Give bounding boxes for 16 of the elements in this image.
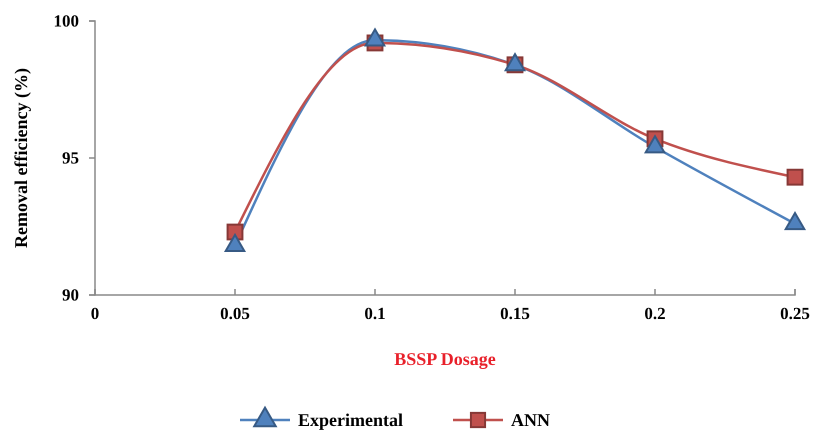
y-axis-title: Removal efficiency (%) bbox=[11, 68, 31, 248]
x-tick-label: 0.2 bbox=[644, 304, 666, 324]
point bbox=[224, 234, 246, 252]
y-tick-label: 100 bbox=[54, 11, 79, 30]
point bbox=[784, 212, 806, 230]
point bbox=[644, 135, 666, 154]
x-tick-label: 0 bbox=[90, 304, 100, 324]
x-tick-label: 0.15 bbox=[500, 304, 530, 324]
x-axis-title: BSSP Dosage bbox=[394, 349, 496, 369]
y-tick-label: 90 bbox=[62, 285, 79, 304]
x-tick-label: 0.25 bbox=[780, 304, 810, 324]
x-tick-label: 0.1 bbox=[364, 304, 386, 324]
x-tick-label: 0.05 bbox=[220, 304, 250, 324]
legend-label: ANN bbox=[511, 410, 550, 430]
legend-label: Experimental bbox=[298, 410, 403, 430]
y-tick-label: 95 bbox=[62, 148, 79, 168]
